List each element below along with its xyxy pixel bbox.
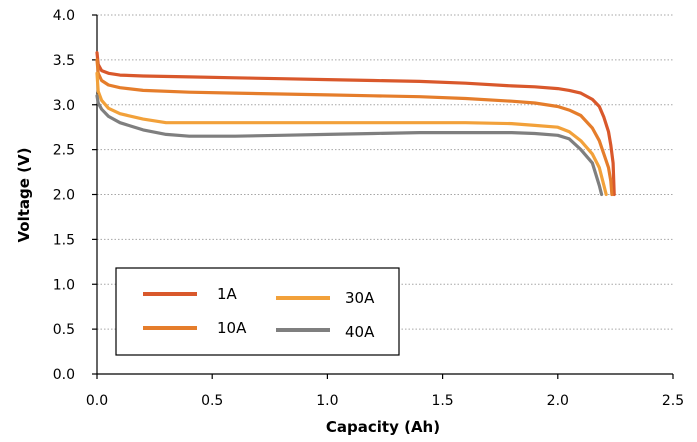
- legend-label-30a: 30A: [345, 289, 375, 307]
- y-tick-label: 2.5: [53, 143, 75, 159]
- y-tick-label: 3.5: [53, 53, 75, 69]
- y-axis-title: Voltage (V): [15, 148, 33, 243]
- series-lines: [95, 51, 616, 197]
- x-tick-label: 2.0: [547, 393, 569, 409]
- x-axis-title: Capacity (Ah): [326, 418, 440, 436]
- y-tick-label: 0.0: [53, 367, 75, 383]
- y-tick-label: 4.0: [53, 8, 75, 24]
- y-tick-label: 1.5: [53, 232, 75, 248]
- series-line-30a: [95, 71, 608, 197]
- legend: 1A 30A 10A 40A: [115, 267, 400, 356]
- legend-box: [115, 267, 400, 356]
- x-tick-label: 1.0: [316, 393, 338, 409]
- x-tick-label: 0.5: [201, 393, 223, 409]
- y-tick-label: 0.5: [53, 322, 75, 338]
- axes: 0.0 0.5 1.0 1.5 2.0 2.5 3.0 3.5 4.0 0.0 0.5 1.0 1.5 2…: [53, 8, 684, 409]
- x-tick-label: 2.5: [662, 393, 684, 409]
- y-tick-label: 3.0: [53, 98, 75, 114]
- series-line-40a: [95, 94, 604, 197]
- series-line-10a: [95, 58, 614, 197]
- x-tick-label: 1.5: [431, 393, 453, 409]
- series-line-1a: [95, 51, 616, 197]
- x-tick-label: 0.0: [86, 393, 108, 409]
- legend-label-10a: 10A: [217, 319, 247, 337]
- legend-label-40a: 40A: [345, 323, 375, 341]
- legend-label-1a: 1A: [217, 285, 238, 303]
- y-tick-label: 2.0: [53, 188, 75, 204]
- y-tick-label: 1.0: [53, 277, 75, 293]
